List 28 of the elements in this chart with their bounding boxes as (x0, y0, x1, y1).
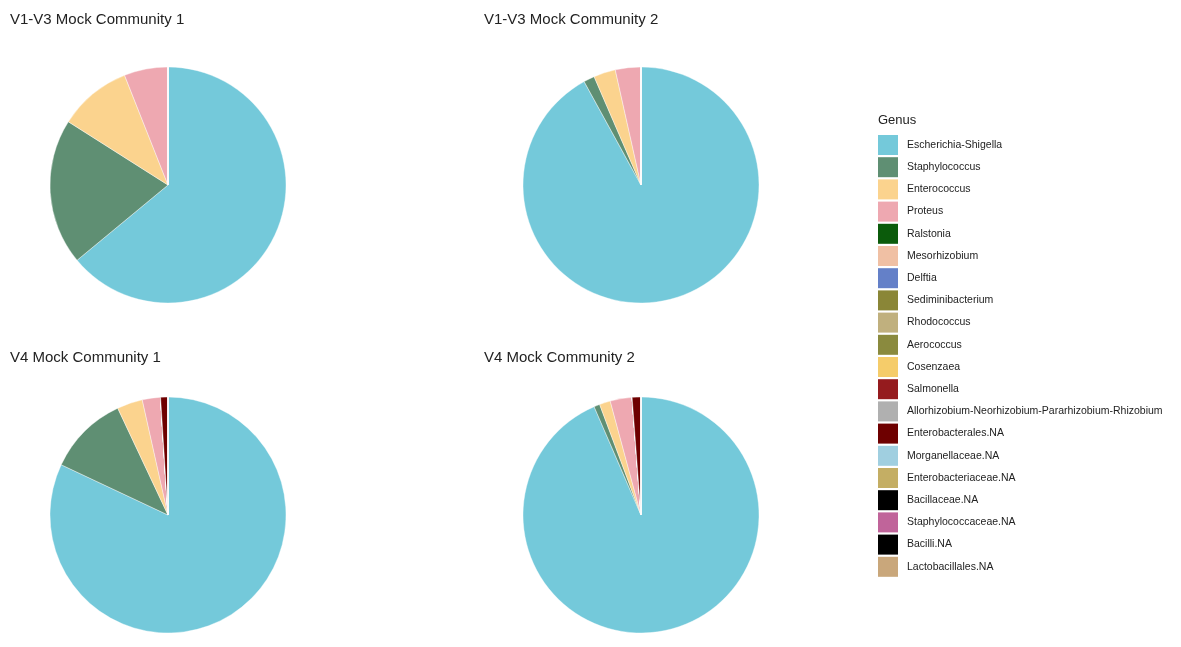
chart-title: V1-V3 Mock Community 1 (10, 9, 185, 27)
chart-title: V4 Mock Community 2 (484, 347, 635, 365)
legend-label: Escherichia-Shigella (907, 137, 1003, 150)
legend-label: Bacilli.NA (907, 537, 952, 550)
legend-label: Aerococcus (907, 337, 962, 350)
legend-label: Rhodococcus (907, 315, 971, 328)
legend-label: Enterobacteriaceae.NA (907, 470, 1016, 483)
legend-title: Genus (878, 112, 917, 128)
pie-slice (522, 396, 760, 634)
legend-label: Enterococcus (907, 182, 971, 195)
legend-label: Staphylococcaceae.NA (907, 515, 1016, 528)
chart-title: V1-V3 Mock Community 2 (484, 9, 659, 27)
legend-label: Proteus (907, 204, 944, 217)
legend-label: Sediminibacterium (907, 293, 994, 306)
pie-slice (522, 66, 760, 303)
legend-label: Ralstonia (907, 226, 951, 239)
legend-label: Delftia (907, 270, 937, 283)
legend-label: Cosenzaea (907, 359, 961, 372)
chart-title: V4 Mock Community 1 (10, 347, 161, 365)
legend-label: Allorhizobium-Neorhizobium-Pararhizobium-Rhizobium (907, 404, 1163, 417)
legend-label: Mesorhizobium (907, 248, 979, 261)
legend-label: Staphylococcus (907, 159, 981, 172)
legend-label: Lactobacillales.NA (907, 559, 994, 572)
pie-slice (49, 396, 287, 634)
legend-label: Bacillaceae.NA (907, 492, 979, 505)
legend-label: Enterobacterales.NA (907, 426, 1004, 439)
legend-label: Salmonella (907, 381, 960, 394)
legend-label: Morganellaceae.NA (907, 448, 1000, 461)
